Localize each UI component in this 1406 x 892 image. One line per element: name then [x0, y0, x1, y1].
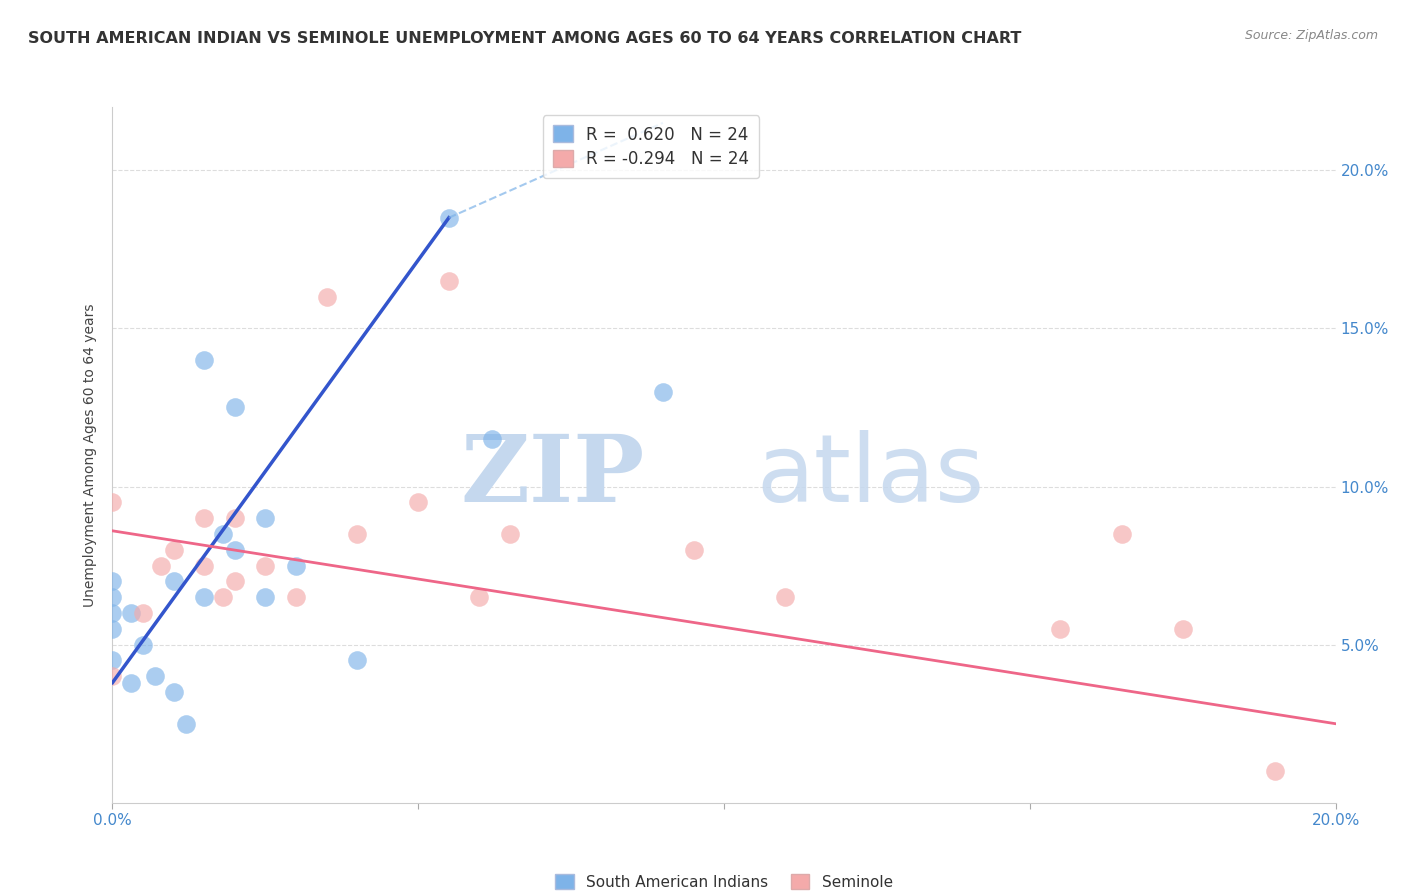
Point	[315, 290, 337, 304]
Point	[101, 591, 124, 605]
Text: atlas: atlas	[756, 430, 986, 522]
Point	[1111, 527, 1133, 541]
Point	[101, 606, 124, 620]
Point	[101, 495, 124, 509]
Point	[150, 558, 173, 573]
Point	[254, 558, 277, 573]
Point	[682, 542, 704, 557]
Point	[163, 542, 186, 557]
Point	[224, 511, 246, 525]
Text: SOUTH AMERICAN INDIAN VS SEMINOLE UNEMPLOYMENT AMONG AGES 60 TO 64 YEARS CORRELA: SOUTH AMERICAN INDIAN VS SEMINOLE UNEMPL…	[28, 31, 1022, 46]
Point	[132, 638, 155, 652]
Point	[101, 669, 124, 683]
Point	[481, 432, 503, 446]
Point	[437, 211, 460, 225]
Point	[224, 574, 246, 589]
Point	[224, 401, 246, 415]
Legend: South American Indians, Seminole: South American Indians, Seminole	[548, 866, 900, 892]
Text: ZIP: ZIP	[460, 431, 644, 521]
Point	[120, 675, 142, 690]
Y-axis label: Unemployment Among Ages 60 to 64 years: Unemployment Among Ages 60 to 64 years	[83, 303, 97, 607]
Point	[132, 606, 155, 620]
Point	[163, 574, 186, 589]
Point	[174, 716, 197, 731]
Point	[224, 542, 246, 557]
Point	[1049, 622, 1071, 636]
Point	[193, 558, 215, 573]
Point	[346, 653, 368, 667]
Point	[254, 591, 277, 605]
Point	[211, 527, 233, 541]
Point	[101, 622, 124, 636]
Point	[193, 511, 215, 525]
Point	[143, 669, 166, 683]
Text: Source: ZipAtlas.com: Source: ZipAtlas.com	[1244, 29, 1378, 42]
Point	[346, 527, 368, 541]
Point	[193, 353, 215, 368]
Point	[1264, 764, 1286, 779]
Point	[120, 606, 142, 620]
Point	[254, 511, 277, 525]
Point	[408, 495, 430, 509]
Point	[652, 384, 675, 399]
Point	[437, 274, 460, 288]
Point	[284, 591, 308, 605]
Point	[775, 591, 797, 605]
Point	[193, 591, 215, 605]
Point	[1171, 622, 1194, 636]
Point	[163, 685, 186, 699]
Point	[101, 653, 124, 667]
Point	[284, 558, 308, 573]
Point	[468, 591, 491, 605]
Point	[211, 591, 233, 605]
Point	[499, 527, 522, 541]
Point	[101, 574, 124, 589]
